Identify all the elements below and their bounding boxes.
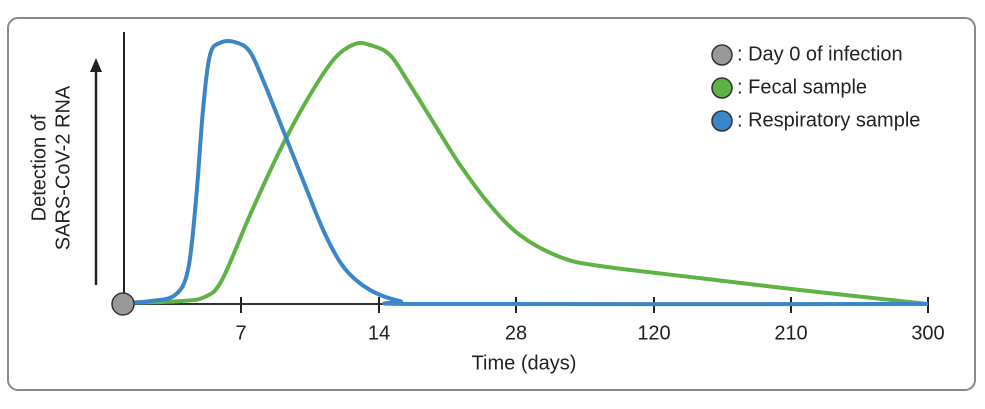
y-arrow-head: [90, 58, 102, 72]
day-zero-marker: [111, 292, 135, 316]
x-tick-label: 7: [235, 322, 246, 344]
legend-marker: [711, 110, 733, 132]
x-tick-label: 28: [505, 322, 527, 344]
x-tick-label: 14: [368, 322, 390, 344]
y-axis-label: Detection of: [28, 114, 50, 221]
y-axis-label: SARS-CoV-2 RNA: [52, 85, 74, 250]
x-tick-label: 300: [911, 322, 944, 344]
legend-label: : Fecal sample: [737, 76, 867, 98]
x-tick-label: 120: [637, 322, 670, 344]
line-series: [122, 40, 929, 306]
legend-label: : Respiratory sample: [737, 109, 920, 131]
x-axis-label: Time (days): [472, 352, 577, 374]
legend-label: : Day 0 of infection: [737, 43, 903, 65]
legend-marker: [711, 77, 733, 99]
x-tick-label: 210: [774, 322, 807, 344]
frame: [7, 17, 976, 391]
legend-marker: [711, 44, 733, 66]
line-series: [122, 39, 929, 307]
